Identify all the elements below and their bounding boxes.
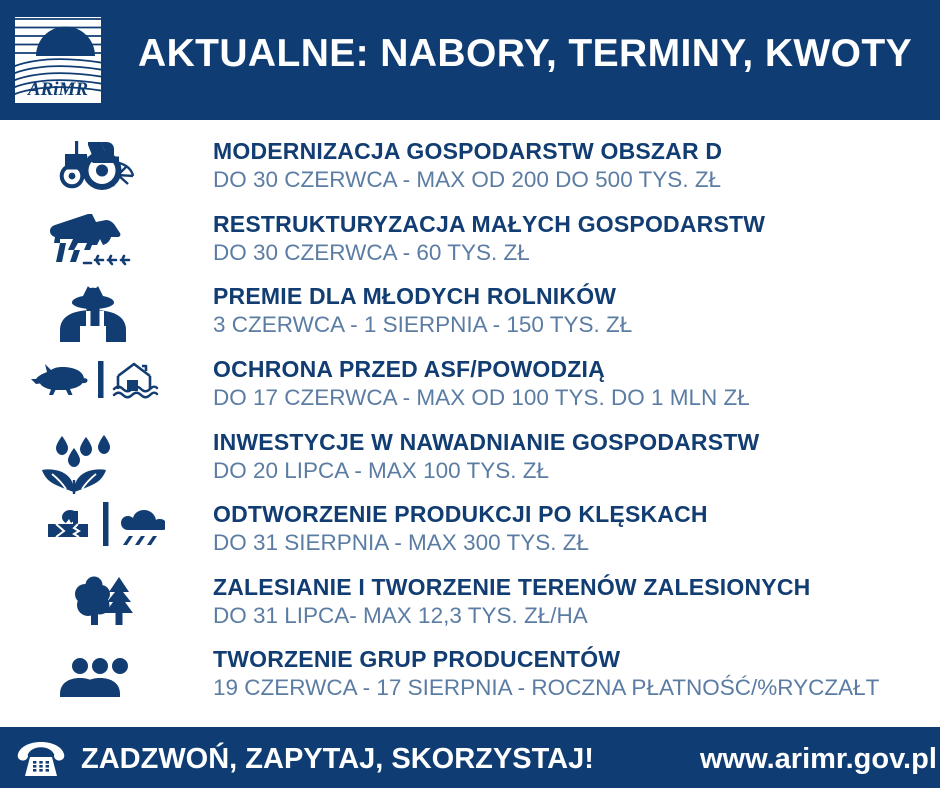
svg-text:ARiMR: ARiMR: [27, 79, 88, 100]
